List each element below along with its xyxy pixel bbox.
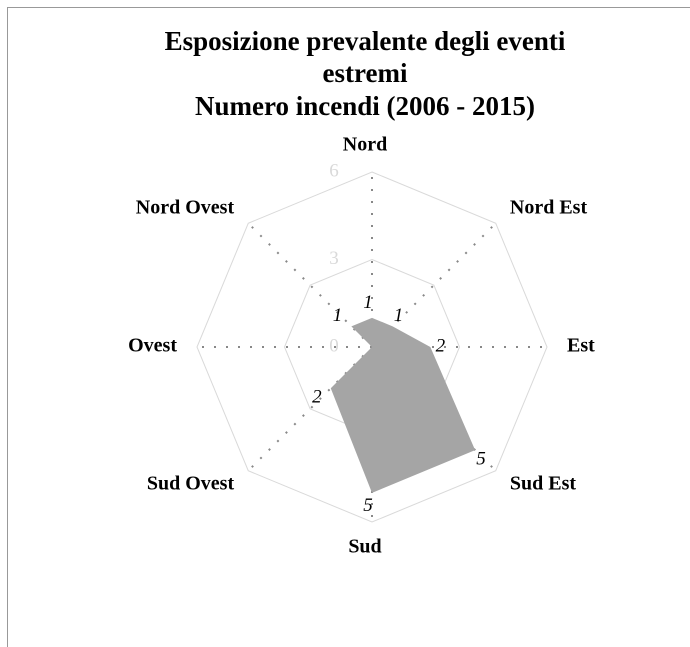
category-label: Nord Est [510, 197, 588, 219]
value-label: 1 [394, 305, 404, 326]
value-label: 2 [312, 387, 322, 408]
tick-label: 3 [329, 248, 339, 269]
category-label: Nord Ovest [136, 197, 235, 219]
axis-line [247, 222, 373, 348]
category-label: Sud Ovest [147, 472, 235, 494]
category-label: Nord [343, 134, 387, 156]
category-label: Ovest [128, 335, 177, 357]
tick-label: 6 [329, 160, 339, 181]
axis-line [247, 346, 373, 472]
category-label: Sud [348, 536, 381, 558]
value-label: 5 [363, 495, 373, 516]
chart-frame [7, 7, 690, 647]
data-area [330, 317, 476, 493]
value-label: 1 [363, 292, 373, 313]
value-label: 5 [476, 448, 486, 469]
axis-line [371, 222, 497, 348]
tick-label: 0 [329, 335, 339, 356]
chart-title: Esposizione prevalente degli eventi [165, 26, 566, 56]
category-label: Est [567, 335, 595, 357]
chart-title: Numero incendi (2006 - 2015) [195, 91, 535, 121]
category-label: Sud Est [510, 472, 576, 494]
value-label: 2 [436, 335, 446, 356]
grid-line [196, 171, 548, 523]
chart-title: estremi [323, 58, 408, 88]
value-label: 1 [333, 305, 343, 326]
